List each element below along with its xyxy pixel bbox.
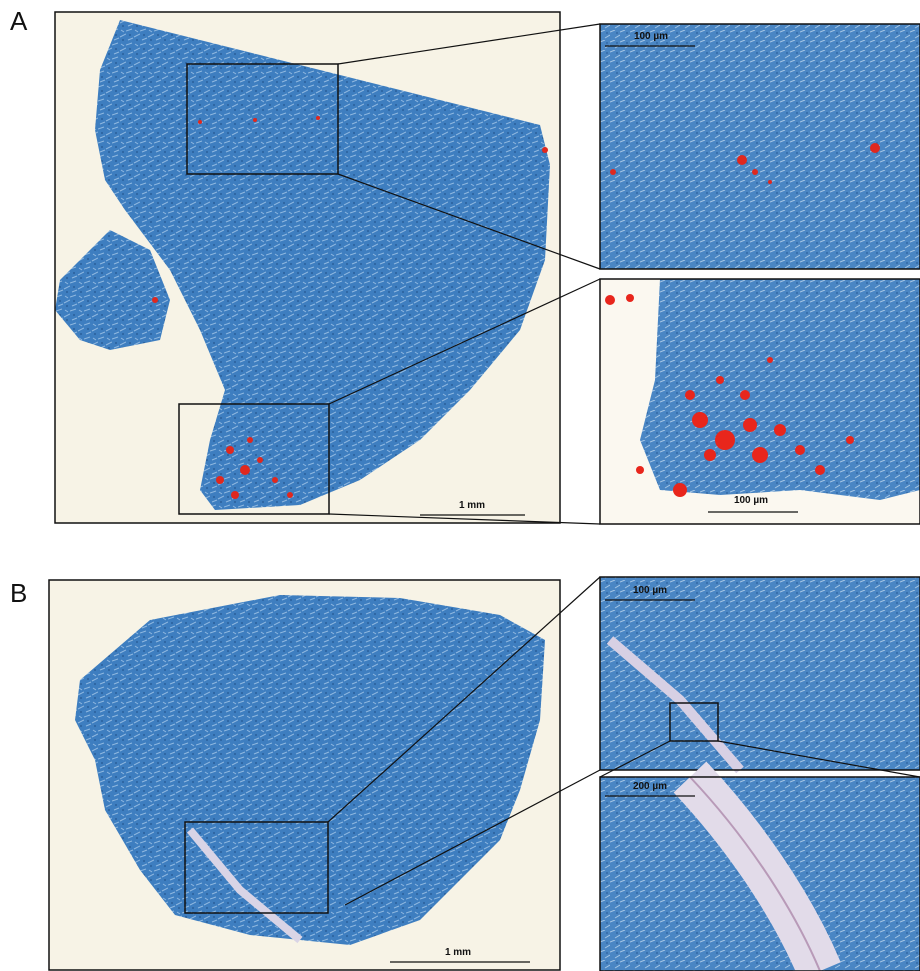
- connector: [337, 173, 601, 270]
- inset-frame: [599, 576, 920, 771]
- inset-frame: [599, 776, 920, 971]
- inset-image: [640, 279, 920, 500]
- connector: [337, 23, 601, 65]
- lipid-droplets: [605, 294, 854, 497]
- connector: [328, 513, 601, 525]
- scale-label: 1 mm: [459, 500, 485, 511]
- connector: [717, 740, 920, 778]
- inset-image: [600, 24, 920, 269]
- scale-label: 1 mm: [445, 947, 471, 958]
- connector: [344, 769, 601, 906]
- inset-frame: [599, 23, 920, 270]
- lipid-droplets: [610, 143, 880, 184]
- zoom-box: [669, 702, 719, 742]
- tissue-fragment: [55, 230, 170, 350]
- tissue: [75, 595, 545, 945]
- vessel: [186, 827, 303, 944]
- scale-label: 100 µm: [633, 585, 667, 596]
- tissue: [95, 20, 550, 510]
- panel-label: A: [10, 6, 28, 36]
- connector: [328, 278, 601, 405]
- scale-label: 200 µm: [633, 781, 667, 792]
- lipid-droplets: [152, 116, 548, 499]
- panel-label: B: [10, 578, 27, 608]
- vessel: [606, 636, 744, 774]
- zoom-box: [186, 63, 339, 175]
- zoom-box: [178, 403, 330, 515]
- overview-frame: [54, 11, 561, 524]
- connector: [327, 576, 601, 823]
- vessel-wall: [689, 776, 821, 971]
- connector: [599, 740, 671, 778]
- overview-frame: [48, 579, 561, 971]
- zoom-box: [184, 821, 329, 914]
- scale-label: 100 µm: [734, 495, 768, 506]
- scale-label: 100 µm: [634, 31, 668, 42]
- inset-frame: [599, 278, 920, 525]
